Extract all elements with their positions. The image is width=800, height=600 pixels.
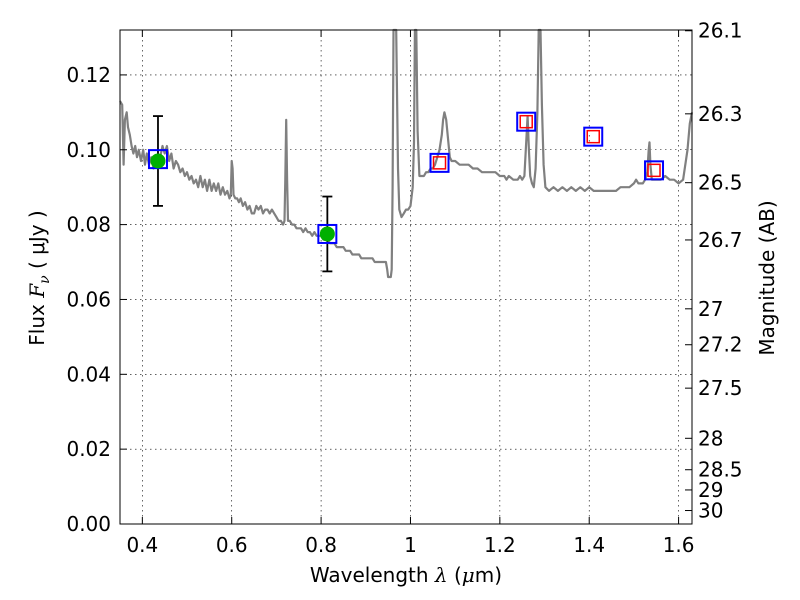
y-tick-label: 0.10 — [66, 138, 111, 162]
x-tick-label: 0.8 — [305, 533, 337, 557]
model-band-square — [644, 160, 665, 181]
x-tick-label: 0.4 — [126, 533, 158, 557]
x-tick-label: 0.6 — [216, 533, 248, 557]
data-markers — [147, 111, 665, 273]
upper-limit-square — [586, 129, 600, 144]
plot-frame — [119, 29, 693, 525]
y2-tick-label: 27.5 — [698, 376, 743, 400]
y-tick-label: 0.06 — [66, 287, 111, 311]
y-tick-label: 0.04 — [66, 362, 111, 386]
upper-limit-square — [647, 163, 661, 178]
model-spectrum-line — [119, 28, 694, 279]
model-band-square — [583, 126, 604, 147]
y2-tick-label: 27 — [698, 297, 723, 321]
model-band-square — [516, 111, 537, 132]
observed-point — [319, 226, 335, 242]
x-tick-label: 1.4 — [573, 533, 605, 557]
model-band-square — [317, 223, 338, 244]
axis-ticks: 0.4 0.6 0.8 1 1.2 1.4 1.6 0.00 0.02 0.04 0.06 0.08 0… — [66, 19, 742, 557]
y2-tick-label: 26.5 — [698, 171, 743, 195]
y2-tick-label: 26.7 — [698, 228, 743, 252]
y2-tick-label: 27.2 — [698, 333, 743, 357]
upper-limit-square — [519, 114, 533, 129]
x-tick-label: 1.6 — [663, 533, 695, 557]
y2-tick-label: 26.3 — [698, 102, 743, 126]
x-axis-label: Wavelength λ (μm) — [310, 563, 502, 587]
plot-area — [119, 28, 694, 279]
y2-tick-label: 28 — [698, 426, 723, 450]
y2-tick-label: 29 — [698, 478, 723, 502]
grid — [120, 30, 692, 525]
y2-tick-label: 26.1 — [698, 19, 743, 43]
x-tick-label: 1.2 — [484, 533, 516, 557]
y-axis-label: Flux Fν ( μJy ) — [25, 210, 53, 345]
y2-tick-label: 28.5 — [698, 458, 743, 482]
x-tick-label: 1 — [404, 533, 417, 557]
y-tick-label: 0.00 — [66, 512, 111, 536]
upper-limit-square — [432, 156, 447, 170]
y2-tick-label: 30 — [698, 499, 723, 523]
model-band-square — [429, 152, 450, 173]
y2-axis-label: Magnitude (AB) — [755, 200, 779, 355]
y-tick-label: 0.08 — [66, 213, 111, 237]
y-tick-label: 0.12 — [66, 63, 111, 87]
y-tick-label: 0.02 — [66, 437, 111, 461]
observed-point — [150, 153, 166, 169]
